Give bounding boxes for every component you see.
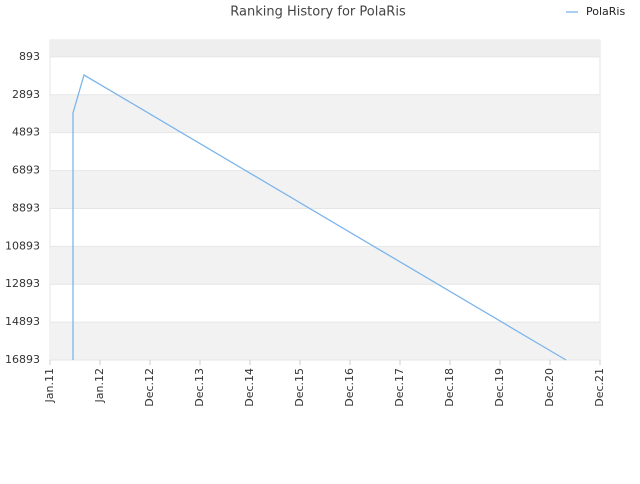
x-tick-label: Dec.20 bbox=[543, 368, 556, 407]
legend-label: PolaRis bbox=[586, 5, 625, 18]
chart-title: Ranking History for PolaRis bbox=[230, 5, 406, 20]
y-tick-label: 8893 bbox=[12, 201, 40, 214]
y-tick-label: 893 bbox=[19, 50, 40, 63]
plot-band bbox=[50, 170, 600, 209]
y-tick-label: 10893 bbox=[5, 239, 40, 252]
x-tick-label: Dec.14 bbox=[243, 368, 256, 407]
plot-band bbox=[50, 40, 600, 57]
plot-band bbox=[50, 322, 600, 360]
y-tick-label: 4893 bbox=[12, 126, 40, 139]
y-tick-label: 2893 bbox=[12, 88, 40, 101]
x-tick-label: Jan.12 bbox=[93, 368, 106, 403]
x-tick-label: Dec.17 bbox=[393, 368, 406, 407]
x-tick-label: Dec.16 bbox=[343, 368, 356, 407]
y-tick-label: 12893 bbox=[5, 277, 40, 290]
x-tick-label: Dec.19 bbox=[493, 368, 506, 407]
plot-band bbox=[50, 246, 600, 285]
x-tick-label: Dec.12 bbox=[143, 368, 156, 407]
x-tick-label: Jan.11 bbox=[43, 368, 56, 403]
x-tick-label: Dec.18 bbox=[443, 368, 456, 407]
plot-band bbox=[50, 94, 600, 133]
x-tick-label: Dec.21 bbox=[593, 368, 606, 407]
x-tick-label: Dec.13 bbox=[193, 368, 206, 407]
y-tick-label: 14893 bbox=[5, 315, 40, 328]
x-tick-label: Dec.15 bbox=[293, 368, 306, 407]
y-tick-label: 6893 bbox=[12, 164, 40, 177]
series-line bbox=[72, 74, 567, 361]
y-tick-label: 16893 bbox=[5, 353, 40, 366]
